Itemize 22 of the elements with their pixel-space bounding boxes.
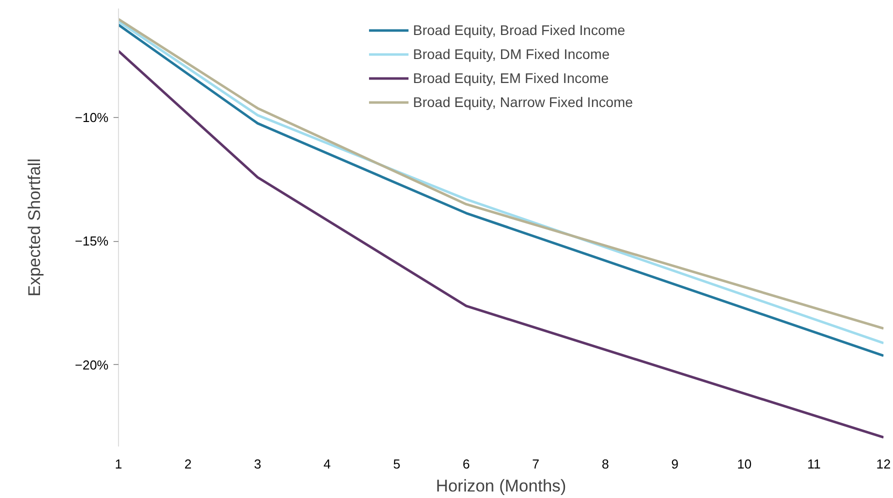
- x-tick-label: 5: [393, 456, 400, 472]
- legend-label: Broad Equity, EM Fixed Income: [413, 69, 609, 88]
- x-tick-label: 2: [184, 456, 192, 472]
- legend-label: Broad Equity, Broad Fixed Income: [413, 21, 626, 40]
- x-tick-label: 6: [462, 456, 470, 472]
- x-tick-label: 7: [532, 456, 540, 472]
- legend-label: Broad Equity, Narrow Fixed Income: [413, 93, 633, 112]
- x-tick-label: 1: [114, 456, 122, 472]
- x-tick-label: 4: [324, 456, 331, 472]
- y-tick-label: −10%: [74, 110, 109, 125]
- x-tick-label: 12: [876, 456, 891, 472]
- legend-label: Broad Equity, DM Fixed Income: [413, 45, 610, 64]
- line-series: [118, 50, 884, 439]
- x-tick-label: 3: [254, 456, 262, 472]
- x-tick-label: 10: [737, 456, 752, 472]
- x-tick-label: 8: [602, 456, 609, 472]
- y-tick-label: −15%: [74, 234, 109, 249]
- y-axis-title: Expected Shortfall: [24, 158, 44, 296]
- y-tick-label: −20%: [74, 357, 109, 372]
- x-axis-title: Horizon (Months): [436, 476, 566, 496]
- x-tick-label: 9: [671, 456, 678, 472]
- x-tick-label: 11: [807, 456, 821, 472]
